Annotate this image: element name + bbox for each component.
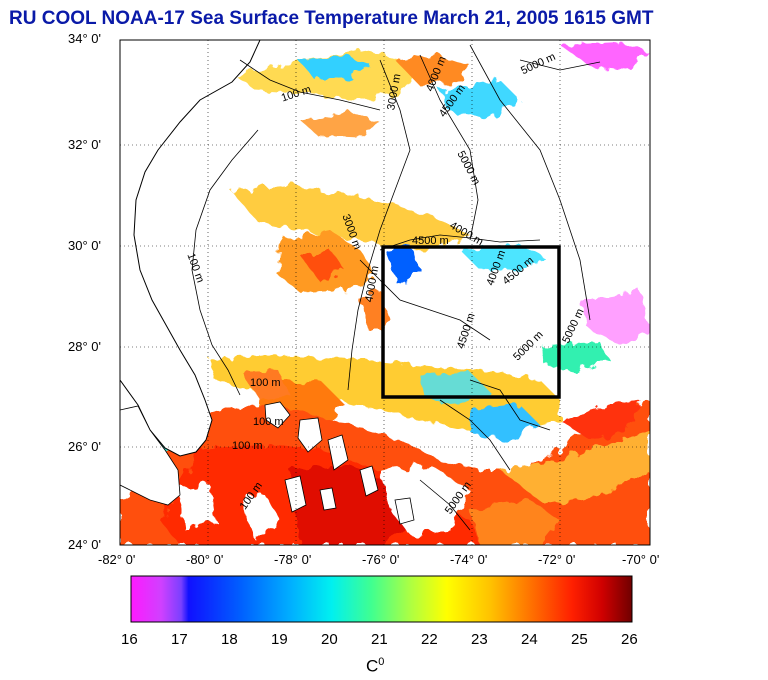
bathymetry-contours <box>191 44 601 531</box>
colorbar-unit: C0 <box>366 656 384 677</box>
colorbar-tick: 22 <box>421 631 438 648</box>
colorbar <box>130 575 633 623</box>
colorbar-tick: 24 <box>521 631 538 648</box>
lat-label: 24° 0' <box>68 537 101 552</box>
colorbar-tick: 23 <box>471 631 488 648</box>
lat-label: 28° 0' <box>68 339 101 354</box>
lat-label: 30° 0' <box>68 238 101 253</box>
contour-label: 100 m <box>253 416 284 428</box>
colorbar-unit-sup: 0 <box>378 656 385 668</box>
colorbar-unit-text: C <box>366 656 379 676</box>
colorbar-tick: 20 <box>321 631 338 648</box>
lon-label: -70° 0' <box>622 552 660 567</box>
lat-label: 34° 0' <box>68 31 101 46</box>
lon-label: -72° 0' <box>538 552 576 567</box>
study-box <box>381 245 561 399</box>
lon-label: -78° 0' <box>274 552 312 567</box>
land-florida <box>120 40 261 457</box>
colorbar-tick: 26 <box>621 631 638 648</box>
colorbar-tick: 18 <box>221 631 238 648</box>
colorbar-tick: 16 <box>121 631 138 648</box>
lon-label: -80° 0' <box>186 552 224 567</box>
lat-label: 32° 0' <box>68 137 101 152</box>
colorbar-tick: 25 <box>571 631 588 648</box>
contour-label: 100 m <box>250 377 281 389</box>
contour-label: 100 m <box>232 440 263 452</box>
lat-label: 26° 0' <box>68 439 101 454</box>
colorbar-tick: 19 <box>271 631 288 648</box>
lon-label: -82° 0' <box>98 552 136 567</box>
colorbar-tick: 17 <box>171 631 188 648</box>
colorbar-tick: 21 <box>371 631 388 648</box>
contour-label: 4500 m <box>412 235 449 247</box>
lon-label: -74° 0' <box>450 552 488 567</box>
map-title: RU COOL NOAA-17 Sea Surface Temperature … <box>9 8 654 29</box>
lon-label: -76° 0' <box>362 552 400 567</box>
bahamas-islands <box>264 401 415 525</box>
